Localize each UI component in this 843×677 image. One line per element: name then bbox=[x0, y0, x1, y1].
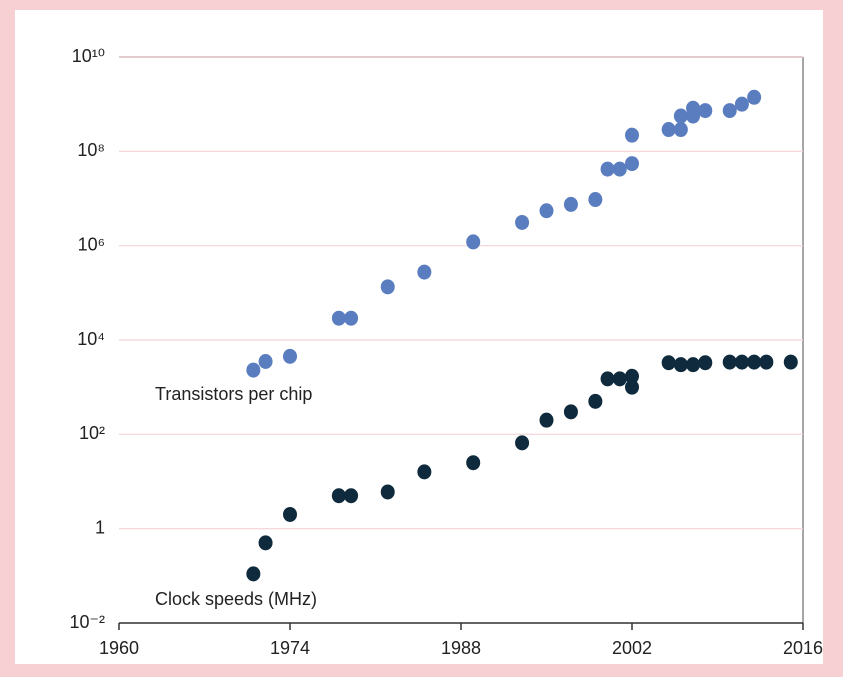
y-tick-label: 10¹⁰ bbox=[72, 46, 105, 66]
point bbox=[686, 357, 701, 373]
point bbox=[722, 354, 737, 370]
point bbox=[283, 348, 297, 364]
point bbox=[698, 355, 713, 371]
point bbox=[466, 455, 481, 471]
point bbox=[734, 96, 749, 112]
point bbox=[600, 161, 615, 177]
point bbox=[722, 103, 737, 119]
point bbox=[563, 404, 578, 420]
y-tick-label: 10⁸ bbox=[77, 140, 105, 160]
point bbox=[747, 354, 762, 370]
point bbox=[612, 161, 627, 177]
point bbox=[246, 362, 261, 378]
point bbox=[588, 393, 603, 409]
point bbox=[380, 484, 395, 500]
point bbox=[258, 535, 273, 551]
point bbox=[661, 355, 676, 371]
y-tick-label: 10⁶ bbox=[78, 234, 105, 254]
point bbox=[673, 108, 688, 124]
point bbox=[515, 214, 530, 230]
point bbox=[539, 203, 554, 219]
series-label: Transistors per chip bbox=[155, 384, 312, 404]
point bbox=[563, 196, 578, 212]
x-tick-label: 1960 bbox=[99, 638, 139, 658]
point bbox=[600, 371, 615, 387]
point bbox=[588, 192, 603, 208]
y-tick-label: 10² bbox=[79, 423, 105, 443]
series-label: Clock speeds (MHz) bbox=[155, 589, 317, 609]
point bbox=[661, 122, 676, 138]
point bbox=[246, 566, 261, 582]
point bbox=[331, 310, 346, 326]
point bbox=[625, 379, 639, 395]
point bbox=[283, 506, 297, 522]
y-tick-label: 1 bbox=[95, 517, 105, 537]
point bbox=[625, 156, 639, 172]
point bbox=[515, 435, 530, 451]
y-tick-label: 10⁴ bbox=[77, 329, 105, 349]
point bbox=[734, 354, 749, 370]
point bbox=[344, 310, 359, 326]
point bbox=[625, 127, 639, 143]
point bbox=[686, 100, 701, 116]
x-tick-label: 2016 bbox=[783, 638, 823, 658]
point bbox=[625, 368, 639, 384]
point bbox=[417, 464, 432, 480]
point bbox=[747, 89, 762, 105]
y-tick-label: 10⁻² bbox=[69, 612, 105, 632]
point bbox=[612, 371, 627, 387]
point bbox=[539, 412, 554, 428]
point bbox=[466, 234, 481, 250]
point bbox=[783, 354, 798, 370]
x-tick-label: 1974 bbox=[270, 638, 310, 658]
point bbox=[344, 488, 359, 504]
x-tick-label: 1988 bbox=[441, 638, 481, 658]
point bbox=[258, 354, 273, 370]
point bbox=[673, 122, 688, 138]
point bbox=[331, 488, 346, 504]
point bbox=[380, 279, 395, 295]
point bbox=[698, 103, 713, 119]
point bbox=[759, 354, 774, 370]
point bbox=[673, 357, 688, 373]
x-tick-label: 2002 bbox=[612, 638, 652, 658]
point bbox=[417, 264, 432, 280]
